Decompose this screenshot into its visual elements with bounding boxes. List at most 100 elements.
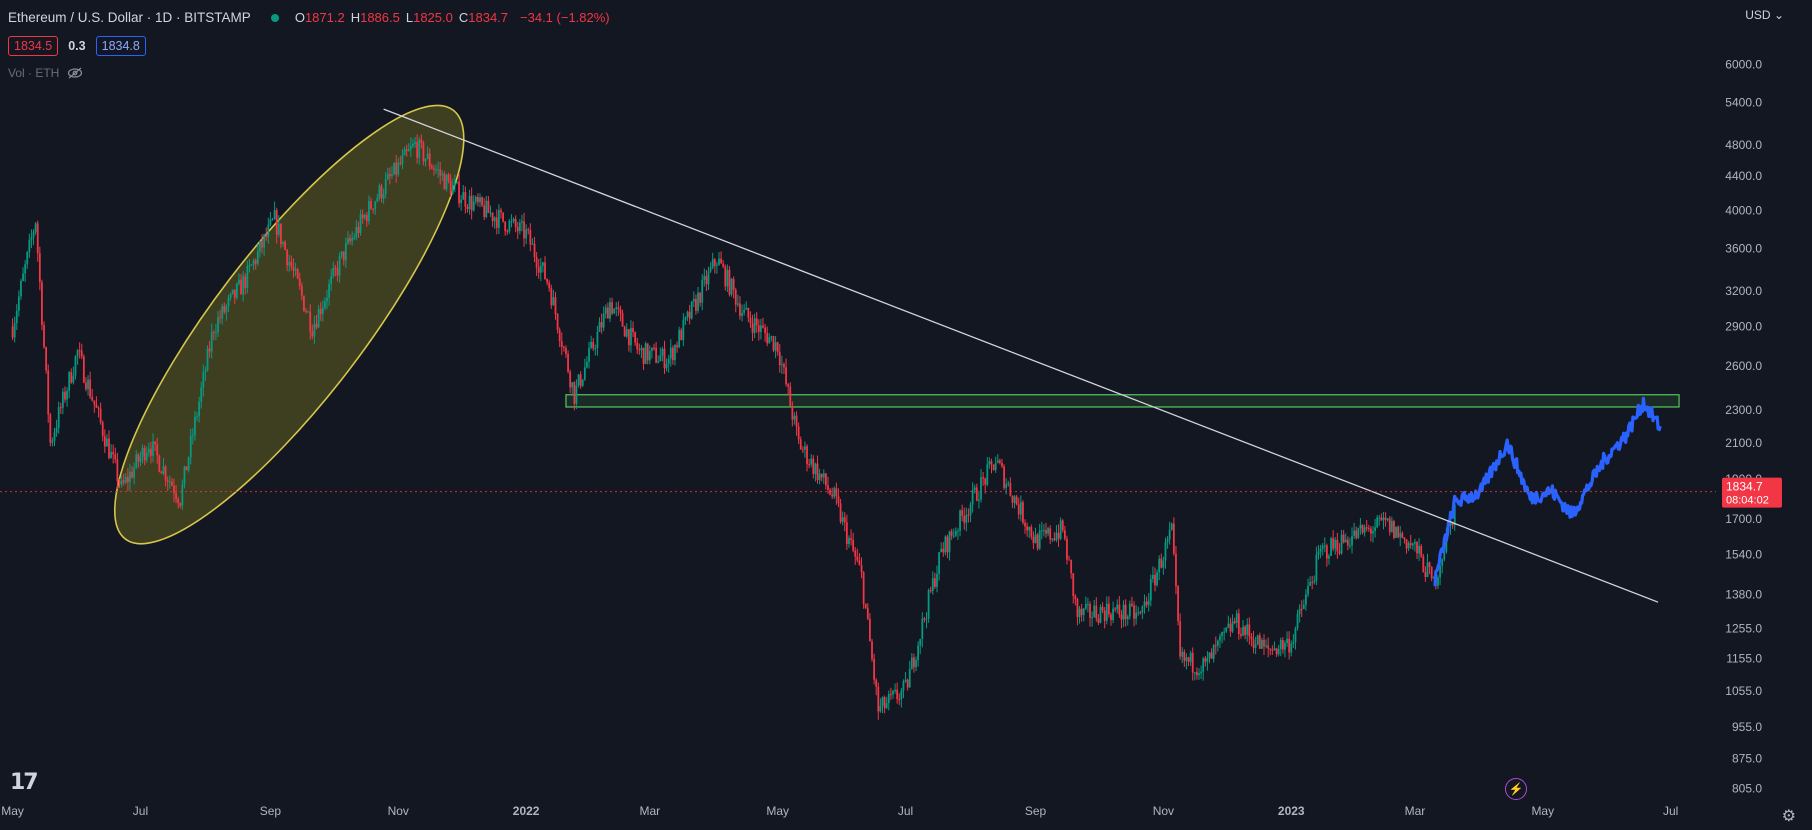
- candle-body: [755, 318, 758, 326]
- candle-body: [1332, 538, 1335, 549]
- candle-body: [1397, 526, 1400, 538]
- candle-body: [97, 407, 100, 409]
- candle-body: [64, 391, 66, 400]
- candle-body: [168, 481, 171, 483]
- ask-price[interactable]: 1834.8: [95, 36, 146, 56]
- candle-body: [1246, 624, 1249, 635]
- candle-body: [1017, 504, 1020, 515]
- candle-body: [718, 258, 720, 265]
- candle-body: [372, 208, 375, 210]
- candle-body: [998, 460, 1001, 463]
- candle-body: [829, 489, 831, 495]
- candle-body: [359, 214, 362, 233]
- candle-body: [1047, 528, 1049, 534]
- candle-body: [1399, 533, 1402, 538]
- candle-body: [286, 249, 289, 266]
- candle-body: [560, 340, 563, 347]
- candle-body: [49, 414, 52, 443]
- candle-body: [982, 477, 985, 479]
- candle-body: [770, 336, 773, 338]
- candle-body: [1372, 531, 1374, 534]
- candle-body: [609, 302, 611, 319]
- candle-body: [502, 212, 504, 222]
- candle-body: [277, 223, 280, 235]
- currency-selector[interactable]: USD ⌄: [1745, 8, 1784, 22]
- candle-body: [869, 618, 871, 642]
- bid-price[interactable]: 1834.5: [8, 36, 59, 56]
- lightning-icon[interactable]: ⚡: [1505, 778, 1527, 800]
- eye-off-icon[interactable]: [67, 67, 83, 79]
- candle-body: [1175, 553, 1177, 587]
- candle-body: [1214, 645, 1217, 647]
- candle-body: [1441, 559, 1444, 566]
- candle-body: [657, 361, 660, 363]
- candle-body: [841, 517, 844, 522]
- y-tick-label: 2300.0: [1725, 403, 1762, 417]
- candle-body: [615, 307, 618, 309]
- symbol-title[interactable]: Ethereum / U.S. Dollar · 1D · BITSTAMP: [8, 10, 251, 25]
- candle-body: [477, 196, 479, 203]
- candle-body: [449, 180, 452, 195]
- candle-body: [305, 311, 307, 313]
- candle-body: [978, 499, 980, 501]
- candle-body: [965, 514, 968, 523]
- candle-body: [1078, 608, 1081, 618]
- candle-body: [1279, 639, 1282, 650]
- candle-body: [472, 201, 475, 211]
- y-tick-label: 6000.0: [1725, 57, 1762, 71]
- candle-body: [1191, 652, 1194, 673]
- gear-icon[interactable]: ⚙: [1781, 808, 1796, 825]
- candle-body: [217, 317, 219, 333]
- candle-body: [927, 590, 930, 619]
- candle-body: [760, 325, 762, 332]
- candle-body: [1107, 603, 1110, 615]
- candle-body: [1082, 608, 1085, 616]
- candle-body: [1418, 546, 1421, 554]
- candle-body: [1346, 539, 1349, 546]
- x-tick-label: Sep: [260, 804, 282, 818]
- candle-body: [1120, 614, 1123, 620]
- candle-body: [36, 223, 39, 254]
- candle-body: [235, 283, 238, 298]
- candle-body: [583, 367, 586, 380]
- candle-body: [1367, 527, 1370, 529]
- candle-body: [137, 454, 140, 462]
- candle-body: [516, 226, 519, 232]
- candle-body: [839, 503, 842, 522]
- candle-body: [762, 325, 764, 328]
- candle-body: [55, 427, 58, 433]
- candle-body: [1263, 639, 1265, 647]
- candle-body: [1089, 603, 1091, 618]
- candle-body: [458, 181, 460, 204]
- candle-body: [525, 229, 528, 239]
- candle-body: [810, 458, 813, 465]
- candle-body: [1307, 585, 1309, 595]
- candle-body: [1422, 556, 1425, 572]
- candle-body: [711, 259, 714, 268]
- candle-body: [835, 488, 838, 497]
- candle-body: [1131, 603, 1133, 606]
- candle-body: [1386, 518, 1389, 520]
- candle-body: [1149, 579, 1152, 601]
- candle-body: [1022, 502, 1024, 523]
- y-tick-label: 2900.0: [1725, 320, 1762, 334]
- candle-body: [732, 278, 735, 290]
- candle-body: [1028, 527, 1031, 531]
- candle-body: [529, 230, 532, 245]
- candle-body: [292, 266, 295, 271]
- candle-body: [1453, 504, 1456, 526]
- candle-body: [296, 269, 299, 279]
- candle-body: [818, 473, 821, 481]
- candle-body: [395, 162, 398, 175]
- candle-body: [416, 142, 419, 158]
- candle-body: [992, 464, 995, 471]
- candle-body: [198, 401, 201, 416]
- tradingview-logo-icon[interactable]: 17: [10, 770, 39, 795]
- candle-body: [412, 143, 414, 147]
- candle-body: [864, 603, 867, 608]
- candle-body: [948, 531, 951, 553]
- candle-body: [780, 364, 783, 366]
- candle-body: [290, 261, 293, 267]
- volume-label[interactable]: Vol · ETH: [8, 66, 60, 80]
